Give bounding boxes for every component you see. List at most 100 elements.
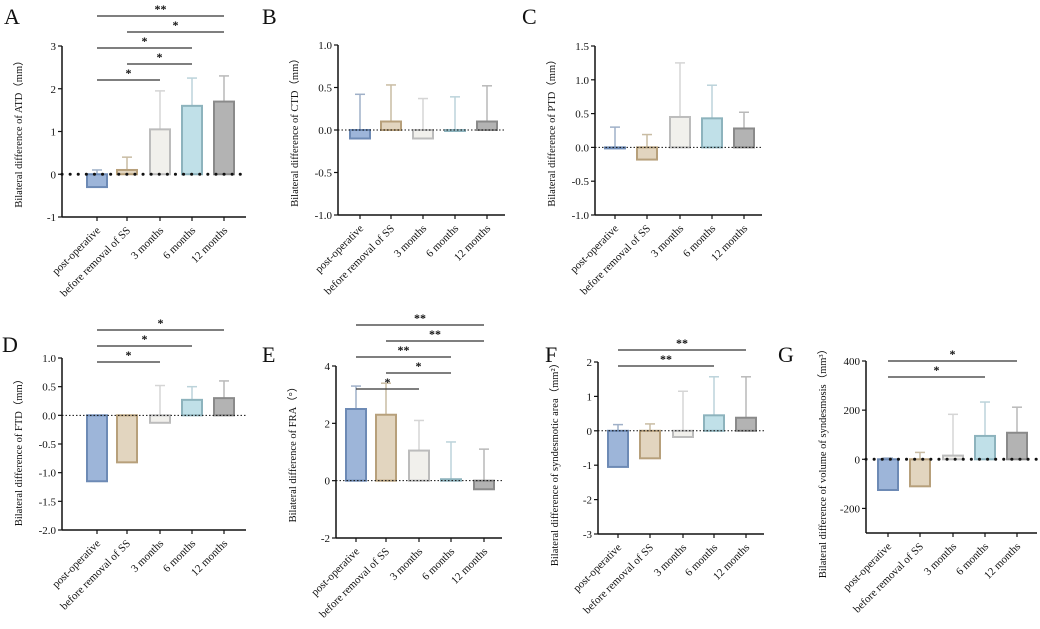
y-tick-label: -0.5: [39, 439, 57, 451]
significance-label: *: [158, 316, 164, 330]
x-tick-label: 3 months: [388, 546, 425, 583]
y-tick-label: -1: [583, 460, 592, 472]
panel-letter: A: [4, 4, 20, 29]
significance-label: *: [385, 375, 391, 389]
significance-label: *: [950, 347, 956, 361]
bar: [473, 479, 495, 491]
bar: [735, 416, 757, 432]
y-tick-label: 1: [587, 391, 593, 403]
y-tick-label: 2: [325, 418, 331, 430]
y-tick-label: -0.5: [572, 176, 590, 188]
panel-letter: G: [778, 342, 794, 367]
significance-label: **: [676, 336, 688, 350]
x-tick-label: 12 months: [449, 546, 490, 587]
bar: [440, 478, 462, 482]
bar: [701, 117, 723, 149]
panel-letter: E: [262, 342, 275, 367]
y-tick-label: 0: [855, 454, 861, 466]
y-tick-label: 0.0: [318, 125, 332, 137]
y-tick-label: 0.0: [575, 142, 589, 154]
y-tick-label: -2: [321, 533, 330, 545]
y-tick-label: 0.5: [42, 382, 56, 394]
x-tick-label: 3 months: [649, 223, 686, 260]
y-tick-label: 2: [587, 357, 593, 369]
bar: [877, 458, 899, 491]
bar: [213, 397, 235, 417]
bar: [974, 434, 996, 461]
x-tick-label: 3 months: [922, 541, 959, 578]
y-tick-label: 0: [325, 476, 331, 488]
y-tick-label: 0: [51, 169, 57, 181]
bar: [636, 146, 658, 161]
significance-label: **: [429, 327, 441, 341]
y-tick-label: 1.0: [575, 75, 589, 87]
y-tick-label: -2.0: [39, 525, 57, 537]
y-axis-label: Bilateral difference of FTD（mm）: [13, 374, 25, 526]
significance-label: *: [126, 348, 132, 362]
bar: [733, 127, 755, 149]
y-tick-label: 0: [587, 426, 593, 438]
bar: [408, 449, 430, 482]
y-tick-label: 200: [844, 405, 861, 417]
y-axis-label: Bilateral difference of FRA（°）: [287, 382, 299, 523]
bar: [181, 398, 203, 417]
significance-label: *: [126, 66, 132, 80]
y-tick-label: 400: [844, 356, 861, 368]
significance-label: *: [142, 332, 148, 346]
bar: [604, 146, 626, 150]
bar: [116, 414, 138, 464]
y-tick-label: 3: [51, 41, 57, 53]
significance-label: **: [414, 311, 426, 325]
bar: [181, 104, 203, 176]
bar: [942, 454, 964, 461]
significance-label: *: [157, 50, 163, 64]
panel-d: D Bilateral difference of FTD（mm） -2.0 -1.5…: [2, 316, 246, 612]
y-tick-label: -0.5: [315, 168, 333, 180]
significance-label: **: [398, 343, 410, 357]
bar: [1006, 431, 1028, 461]
y-tick-label: -3: [583, 529, 593, 541]
panel-c: C Bilateral difference of PTD（mm） -1.0 -0.5…: [522, 4, 762, 297]
bar: [86, 414, 108, 483]
panel-b: B Bilateral difference of CTD（mm） -1.0 -0.5…: [262, 4, 505, 297]
y-tick-label: 0.5: [575, 109, 589, 121]
significance-label: *: [142, 34, 148, 48]
bar: [909, 458, 931, 488]
bar: [149, 128, 171, 176]
y-tick-label: -200: [840, 503, 861, 515]
y-tick-label: -1.0: [39, 468, 57, 480]
y-tick-label: -1.0: [572, 210, 590, 222]
y-axis-label: Bilateral difference of CTD（mm）: [289, 53, 301, 206]
significance-label: *: [173, 18, 179, 32]
panel-letter: C: [522, 4, 537, 29]
bar: [672, 429, 694, 438]
bar: [669, 115, 691, 149]
y-tick-label: 1.0: [42, 353, 56, 365]
panel-letter: B: [262, 4, 277, 29]
bar: [639, 429, 661, 460]
x-tick-label: 3 months: [129, 538, 166, 575]
y-tick-label: -2: [583, 495, 592, 507]
bar: [213, 100, 235, 176]
y-tick-label: 1.5: [575, 41, 589, 53]
y-tick-label: 4: [325, 361, 331, 373]
bar: [476, 120, 498, 131]
bar: [380, 120, 402, 131]
panel-letter: D: [2, 332, 18, 357]
y-tick-label: 0.5: [318, 83, 332, 95]
y-tick-label: -1: [47, 212, 56, 224]
panel-g: G Bilateral difference of volume of synde…: [778, 342, 1039, 615]
y-tick-label: 1.0: [318, 40, 332, 52]
y-tick-label: -1.0: [315, 210, 333, 222]
y-axis-label: Bilateral difference of PTD（mm）: [546, 54, 558, 206]
bar: [607, 429, 629, 468]
bar: [349, 129, 371, 140]
y-axis-label: Bilateral difference of syndesmotic area…: [549, 358, 561, 566]
bar: [703, 414, 725, 432]
significance-label: *: [416, 359, 422, 373]
bar: [345, 408, 367, 482]
